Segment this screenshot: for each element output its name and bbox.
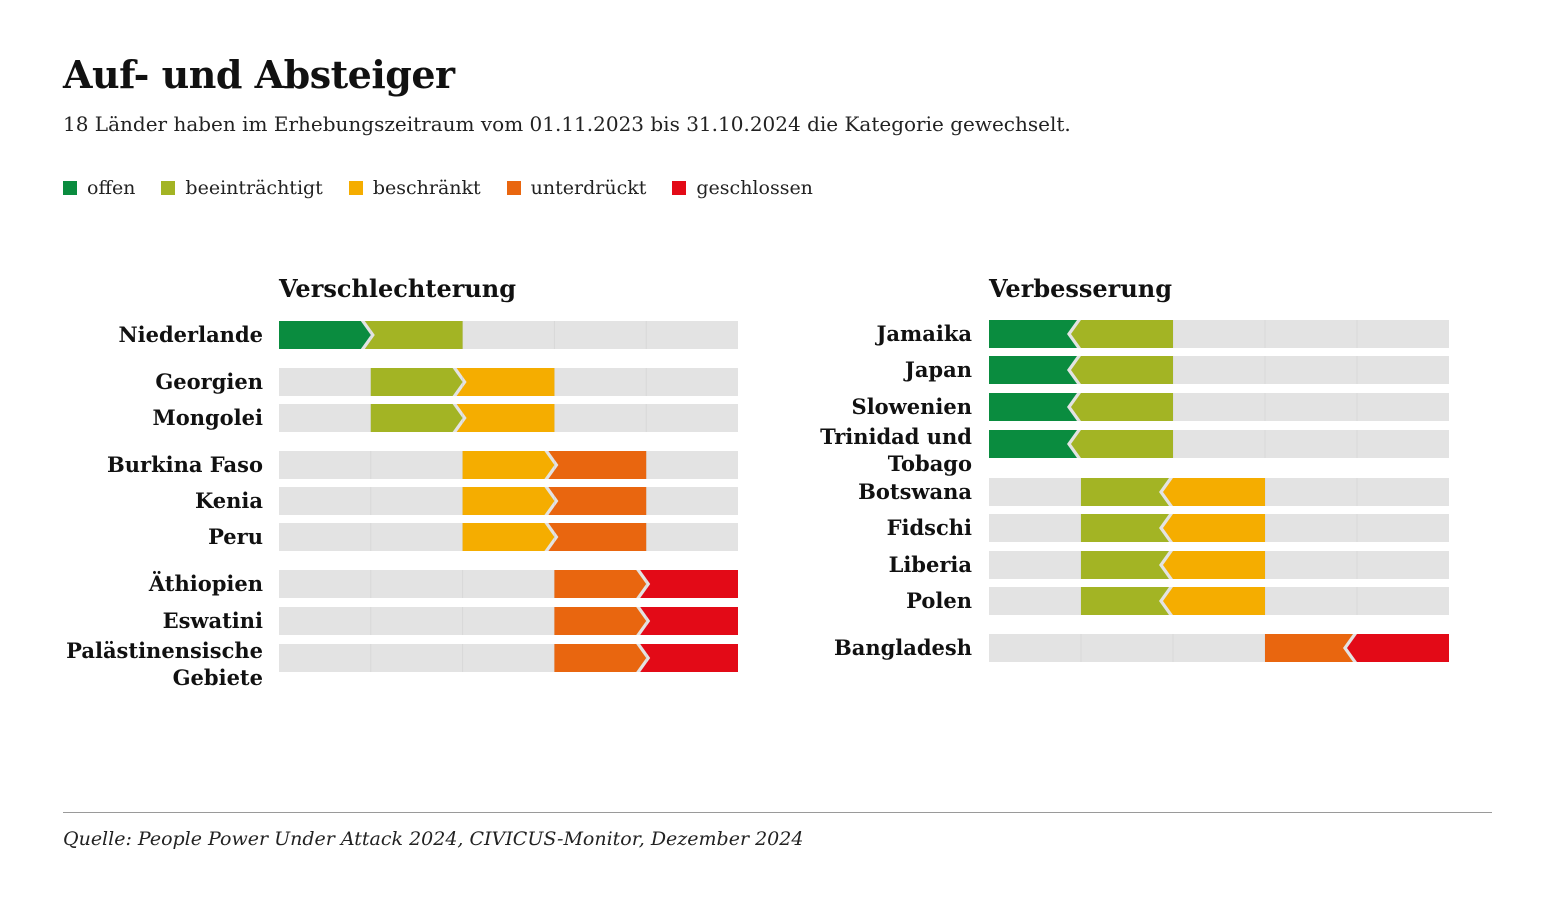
country-label-liberia: Liberia	[889, 552, 973, 577]
country-label-burkina-faso: Burkina Faso	[107, 452, 263, 477]
bar-eswatini-unterdrueckt	[554, 607, 647, 635]
legend-label-offen: offen	[87, 177, 136, 199]
country-label-aethiopien: Äthiopien	[148, 571, 263, 596]
country-label-line: Trinidad und	[820, 424, 972, 449]
bar-georgien-beschraenkt	[456, 368, 555, 396]
bar-liberia-beeintraechtigt	[1081, 551, 1169, 579]
bar-peru-unterdrueckt	[548, 523, 647, 551]
country-label-peru: Peru	[208, 524, 263, 549]
chart-area: Verschlechterung Niederlande Georgien Mongo…	[66, 274, 1449, 690]
bar-liberia-beschraenkt	[1163, 551, 1265, 579]
bar-kenia-unterdrueckt	[548, 487, 647, 515]
legend-label-beschraenkt: beschränkt	[372, 177, 481, 199]
bar-polen-beschraenkt	[1163, 587, 1265, 615]
country-label-eswatini: Eswatini	[163, 608, 263, 633]
bar-burkina-faso-beschraenkt	[462, 451, 555, 479]
bar-botswana-beeintraechtigt	[1081, 478, 1169, 506]
legend-swatch-unterdrueckt	[506, 181, 521, 195]
bar-bangladesh-geschlossen	[1347, 634, 1449, 662]
bar-jamaika-offen	[989, 320, 1077, 348]
bar-niederlande-beeintraechtigt	[364, 321, 463, 349]
bar-trinidad-und-tobago-offen	[989, 430, 1077, 458]
bar-trinidad-und-tobago-beeintraechtigt	[1071, 430, 1173, 458]
footer-divider	[63, 812, 1492, 813]
legend-item-geschlossen: geschlossen	[672, 177, 813, 199]
legend-label-beeintraechtigt: beeinträchtigt	[185, 177, 323, 199]
legend-item-unterdrueckt: unterdrückt	[506, 177, 647, 199]
country-label-line: Palästinensische	[66, 638, 263, 663]
bar-botswana-beschraenkt	[1163, 478, 1265, 506]
bar-palaestinensische-gebiete-geschlossen	[640, 644, 738, 672]
bar-aethiopien-geschlossen	[640, 570, 738, 598]
bar-jamaika-beeintraechtigt	[1071, 320, 1173, 348]
country-label-niederlande: Niederlande	[118, 322, 263, 347]
bar-mongolei-beschraenkt	[456, 404, 555, 432]
country-label-slowenien: Slowenien	[852, 394, 972, 419]
bar-mongolei-beeintraechtigt	[370, 404, 463, 432]
panel-title-verbesserung: Verbesserung	[988, 274, 1172, 303]
bar-georgien-beeintraechtigt	[370, 368, 463, 396]
country-label-jamaika: Jamaika	[874, 321, 972, 346]
country-label-japan: Japan	[903, 357, 972, 382]
panel-title-verschlechterung: Verschlechterung	[278, 274, 516, 303]
country-label-trinidad-und-tobago: Trinidad und Tobago	[820, 424, 972, 476]
country-label-fidschi: Fidschi	[887, 515, 972, 540]
legend-item-offen: offen	[63, 177, 135, 199]
legend-label-geschlossen: geschlossen	[696, 177, 813, 199]
bar-japan-offen	[989, 356, 1077, 384]
legend-swatch-beeintraechtigt	[161, 181, 176, 195]
legend-label-unterdrueckt: unterdrückt	[530, 177, 647, 199]
bar-kenia-beschraenkt	[462, 487, 555, 515]
legend: offen beeinträchtigt beschränkt unterdrü…	[63, 176, 839, 200]
legend-swatch-beschraenkt	[348, 181, 363, 195]
bar-slowenien-beeintraechtigt	[1071, 393, 1173, 421]
chart-subtitle: 18 Länder haben im Erhebungszeitraum vom…	[63, 112, 1071, 136]
bar-fidschi-beeintraechtigt	[1081, 514, 1169, 542]
bar-niederlande-offen	[279, 321, 371, 349]
bar-polen-beeintraechtigt	[1081, 587, 1169, 615]
bar-fidschi-beschraenkt	[1163, 514, 1265, 542]
bar-japan-beeintraechtigt	[1071, 356, 1173, 384]
bar-palaestinensische-gebiete-unterdrueckt	[554, 644, 647, 672]
bar-burkina-faso-unterdrueckt	[548, 451, 647, 479]
legend-item-beeintraechtigt: beeinträchtigt	[161, 177, 323, 199]
country-label-kenia: Kenia	[195, 488, 263, 513]
chart-title: Auf- und Absteiger	[63, 52, 455, 97]
legend-swatch-offen	[63, 181, 77, 195]
country-label-polen: Polen	[906, 588, 972, 613]
bar-slowenien-offen	[989, 393, 1077, 421]
country-label-bangladesh: Bangladesh	[834, 635, 972, 660]
bar-bangladesh-unterdrueckt	[1265, 634, 1353, 662]
legend-swatch-geschlossen	[672, 181, 687, 195]
country-label-line: Tobago	[888, 451, 972, 476]
bar-aethiopien-unterdrueckt	[554, 570, 647, 598]
country-label-line: Gebiete	[173, 665, 263, 690]
bar-eswatini-geschlossen	[640, 607, 738, 635]
country-label-georgien: Georgien	[155, 369, 263, 394]
country-label-botswana: Botswana	[858, 479, 972, 504]
country-label-palaestinensische-gebiete: Palästinensische Gebiete	[66, 638, 263, 690]
legend-item-beschraenkt: beschränkt	[348, 177, 481, 199]
country-label-mongolei: Mongolei	[152, 405, 263, 430]
source-note: Quelle: People Power Under Attack 2024, …	[63, 828, 804, 850]
bar-peru-beschraenkt	[462, 523, 555, 551]
